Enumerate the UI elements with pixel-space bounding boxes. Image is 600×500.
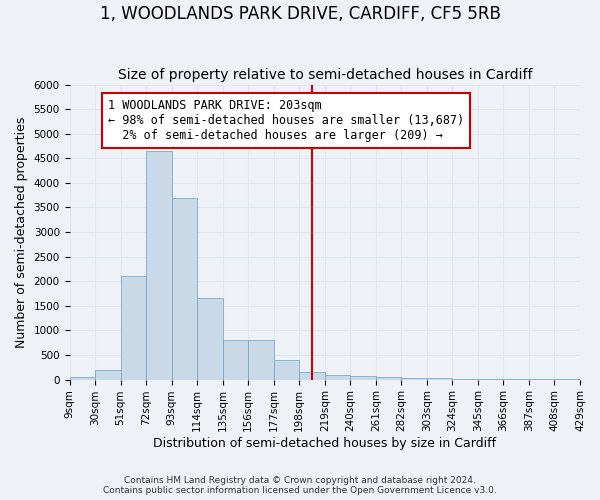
Bar	[325, 374, 350, 380]
X-axis label: Distribution of semi-detached houses by size in Cardiff: Distribution of semi-detached houses by …	[153, 437, 496, 450]
Y-axis label: Number of semi-detached properties: Number of semi-detached properties	[15, 116, 28, 348]
Title: Size of property relative to semi-detached houses in Cardiff: Size of property relative to semi-detach…	[118, 68, 532, 82]
Bar	[197, 298, 223, 380]
Text: 1, WOODLANDS PARK DRIVE, CARDIFF, CF5 5RB: 1, WOODLANDS PARK DRIVE, CARDIFF, CF5 5R…	[100, 5, 500, 23]
Bar	[376, 377, 401, 380]
Bar	[172, 198, 197, 380]
Bar	[121, 276, 146, 380]
Bar	[452, 378, 478, 380]
Bar	[70, 377, 95, 380]
Text: Contains HM Land Registry data © Crown copyright and database right 2024.
Contai: Contains HM Land Registry data © Crown c…	[103, 476, 497, 495]
Bar	[223, 340, 248, 380]
Bar	[401, 378, 427, 380]
Bar	[146, 151, 172, 380]
Bar	[478, 379, 503, 380]
Text: 1 WOODLANDS PARK DRIVE: 203sqm
← 98% of semi-detached houses are smaller (13,687: 1 WOODLANDS PARK DRIVE: 203sqm ← 98% of …	[108, 100, 464, 142]
Bar	[299, 372, 325, 380]
Bar	[427, 378, 452, 380]
Bar	[248, 340, 274, 380]
Bar	[274, 360, 299, 380]
Bar	[95, 370, 121, 380]
Bar	[350, 376, 376, 380]
